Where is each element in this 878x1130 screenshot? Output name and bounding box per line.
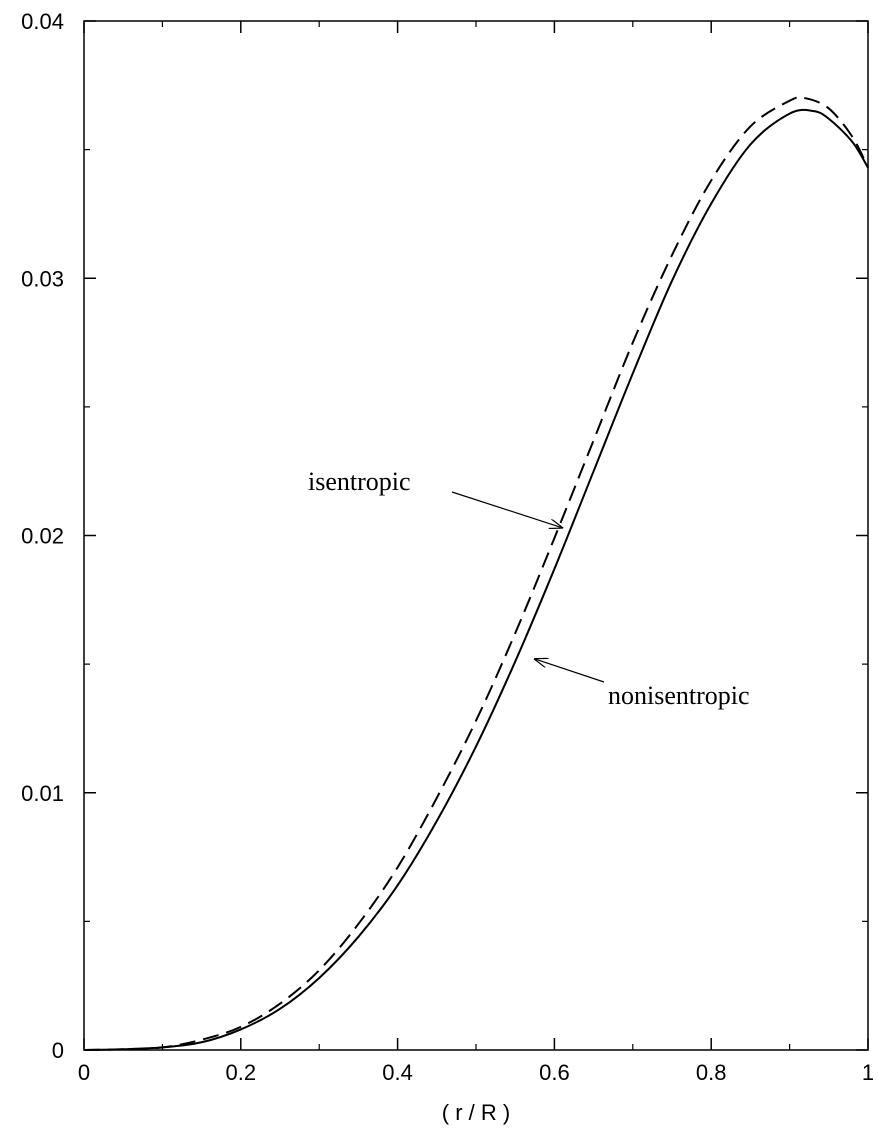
series-line-isentropic bbox=[83, 96, 869, 1051]
x-tick-label: 0.6 bbox=[539, 1060, 570, 1085]
series-group bbox=[83, 96, 869, 1051]
x-tick-label: 1 bbox=[862, 1060, 874, 1085]
annotation-isentropic: isentropic bbox=[308, 467, 411, 496]
y-tick-label: 0.02 bbox=[21, 524, 64, 549]
series-line-nonisentropic bbox=[83, 108, 869, 1051]
y-tick-label: 0.01 bbox=[21, 781, 64, 806]
x-tick-label: 0.2 bbox=[226, 1060, 257, 1085]
annotations-group: isentropic nonisentropic bbox=[308, 467, 750, 710]
x-tick-label: 0 bbox=[78, 1060, 90, 1085]
annotation-nonisentropic: nonisentropic bbox=[608, 681, 750, 710]
x-tick-label: 0.8 bbox=[696, 1060, 727, 1085]
y-tick-label: 0.04 bbox=[21, 9, 64, 34]
annotation-arrow-nonisentropic bbox=[535, 659, 605, 683]
axis-ticks bbox=[83, 20, 869, 1051]
y-tick-label: 0 bbox=[52, 1038, 64, 1063]
x-axis-title: ( r / R ) bbox=[442, 1100, 510, 1125]
axis-tick-labels: 0 0.2 0.4 0.6 0.8 1 0 0.01 0.02 0.03 0.04 bbox=[21, 9, 874, 1085]
plot-frame bbox=[83, 20, 869, 1051]
x-tick-label: 0.4 bbox=[382, 1060, 413, 1085]
annotation-arrow-isentropic bbox=[451, 491, 562, 528]
y-tick-label: 0.03 bbox=[21, 266, 64, 291]
